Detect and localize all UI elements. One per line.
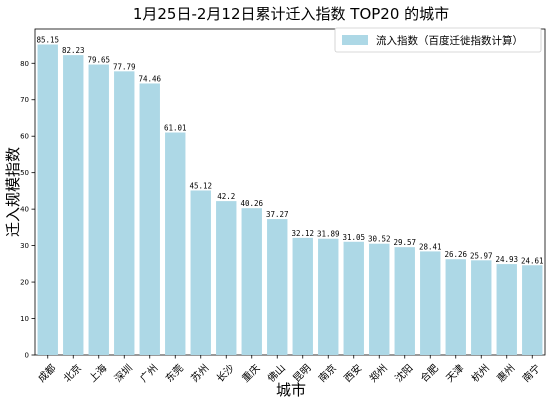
legend-box: [334, 27, 542, 53]
bar: [139, 83, 160, 356]
x-axis-label: 城市: [276, 381, 306, 399]
bar: [37, 44, 58, 355]
y-tick-label: 0: [25, 352, 29, 360]
bar: [190, 190, 211, 355]
bar: [318, 238, 339, 355]
bars-group: [37, 44, 543, 356]
x-tick-label: 广州: [138, 362, 161, 385]
y-axis-ticks: 0 10 20 30 40 50 60 70 80: [20, 60, 35, 360]
bar-value-label: 79.65: [87, 56, 110, 65]
x-tick-label: 东莞: [163, 361, 186, 384]
bar-value-label: 24.61: [521, 256, 544, 265]
bar-value-label: 40.26: [240, 199, 263, 208]
bar: [445, 259, 466, 355]
bar: [88, 64, 109, 356]
x-tick-label: 重庆: [239, 361, 262, 384]
bar-value-label: 32.12: [291, 229, 314, 238]
bar-value-label: 29.57: [393, 238, 416, 247]
x-tick-label: 深圳: [112, 362, 135, 385]
x-tick-label: 天津: [444, 362, 467, 385]
bar: [522, 265, 543, 355]
y-tick-label: 60: [20, 133, 29, 141]
bar-value-label: 82.23: [62, 46, 85, 55]
x-tick-label: 杭州: [469, 361, 492, 384]
legend-swatch: [342, 35, 368, 45]
bar-value-label: 31.89: [317, 230, 340, 239]
y-tick-label: 70: [20, 96, 29, 104]
x-tick-label: 南宁: [520, 361, 543, 384]
x-tick-label: 长沙: [214, 362, 237, 385]
x-tick-label: 郑州: [367, 361, 390, 384]
y-tick-label: 10: [20, 315, 29, 323]
chart-title: 1月25日-2月12日累计迁入指数 TOP20 的城市: [133, 5, 449, 23]
y-tick-label: 30: [20, 242, 29, 250]
y-tick-label: 50: [20, 169, 29, 177]
bar: [292, 237, 313, 355]
bar: [471, 260, 492, 355]
bar-value-label: 26.26: [444, 250, 467, 259]
y-tick-label: 20: [20, 279, 29, 287]
legend-label: 流入指数（百度迁徙指数计算）: [376, 34, 523, 47]
bar-value-label: 25.97: [470, 251, 493, 260]
bar: [165, 132, 186, 355]
bar-value-label: 37.27: [266, 210, 289, 219]
bar: [267, 219, 288, 355]
bar: [241, 208, 262, 355]
bar: [496, 264, 517, 355]
y-axis-label: 迁入规模指数: [4, 147, 22, 237]
x-tick-label: 沈阳: [392, 361, 415, 384]
bar-value-label: 45.12: [189, 181, 212, 190]
bar-value-label: 77.79: [113, 62, 136, 71]
bar: [114, 71, 135, 355]
y-tick-label: 40: [20, 206, 29, 214]
legend: 流入指数（百度迁徙指数计算）: [334, 27, 542, 53]
bar: [216, 201, 237, 355]
plot-frame: [34, 28, 546, 356]
bar-value-label: 31.05: [342, 233, 365, 242]
bar-value-label: 28.41: [419, 242, 442, 251]
x-tick-label: 南京: [316, 361, 339, 384]
bar-value-label: 85.15: [36, 35, 59, 44]
bar-value-label: 61.01: [164, 124, 187, 133]
x-tick-label: 成都: [36, 362, 59, 385]
x-tick-label: 惠州: [494, 361, 517, 384]
bar-value-label: 24.93: [495, 255, 518, 264]
bar: [63, 55, 84, 356]
y-tick-label: 80: [20, 60, 29, 68]
x-tick-label: 西安: [341, 361, 364, 384]
x-tick-label: 合肥: [418, 361, 441, 384]
bar-value-label: 42.2: [217, 192, 235, 201]
x-tick-label: 北京: [61, 361, 84, 384]
bar: [343, 241, 364, 355]
bar-value-label: 30.52: [368, 235, 391, 244]
x-tick-label: 苏州: [188, 361, 211, 384]
bar: [420, 251, 441, 355]
bar: [369, 243, 390, 355]
x-tick-label: 上海: [86, 361, 109, 384]
bar-value-label: 74.46: [138, 74, 161, 83]
bar: [394, 247, 415, 355]
